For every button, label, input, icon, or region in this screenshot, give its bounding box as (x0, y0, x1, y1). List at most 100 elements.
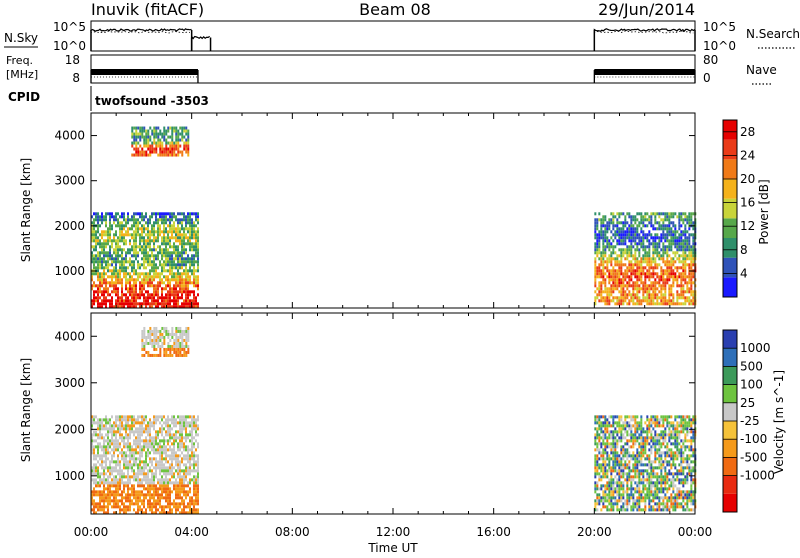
data-cell (157, 436, 159, 439)
data-cell (125, 454, 127, 457)
data-cell (173, 224, 175, 227)
data-cell (179, 475, 181, 478)
data-cell (622, 239, 624, 242)
data-cell (191, 463, 193, 466)
data-cell (620, 460, 622, 463)
data-cell (181, 475, 183, 478)
data-cell (93, 472, 95, 475)
data-cell (137, 493, 139, 496)
data-cell (678, 215, 680, 218)
data-cell (159, 151, 161, 154)
data-cell (197, 481, 199, 484)
data-cell (119, 418, 121, 421)
data-cell (159, 445, 161, 448)
data-cell (187, 454, 189, 457)
data-cell (123, 415, 125, 418)
data-cell (153, 354, 155, 357)
data-cell (638, 266, 640, 269)
data-cell (600, 275, 602, 278)
data-cell (636, 457, 638, 460)
data-cell (630, 508, 632, 511)
data-cell (99, 290, 101, 293)
data-cell (129, 481, 131, 484)
data-cell (103, 242, 105, 245)
data-cell (169, 502, 171, 505)
data-cell (171, 481, 173, 484)
data-cell (616, 224, 618, 227)
data-cell (187, 275, 189, 278)
data-cell (159, 439, 161, 442)
data-cell (622, 421, 624, 424)
data-cell (644, 290, 646, 293)
data-cell (692, 227, 694, 230)
data-cell (159, 251, 161, 254)
data-cell (135, 436, 137, 439)
data-cell (141, 130, 143, 133)
data-cell (636, 284, 638, 287)
data-cell (93, 260, 95, 263)
data-cell (147, 260, 149, 263)
data-cell (113, 248, 115, 251)
data-cell (171, 290, 173, 293)
data-cell (141, 245, 143, 248)
data-cell (195, 418, 197, 421)
data-cell (618, 239, 620, 242)
cpid-panel: CPID twofsound -3503 (8, 86, 209, 111)
data-cell (660, 269, 662, 272)
data-cell (151, 457, 153, 460)
data-cell (670, 260, 672, 263)
data-cell (654, 302, 656, 305)
data-cell (676, 296, 678, 299)
data-cell (616, 284, 618, 287)
data-cell (163, 336, 165, 339)
data-cell (177, 151, 179, 154)
data-cell (177, 457, 179, 460)
data-cell (155, 293, 157, 296)
data-cell (171, 475, 173, 478)
data-cell (139, 127, 141, 130)
data-cell (610, 212, 612, 215)
data-cell (668, 293, 670, 296)
data-cell (632, 415, 634, 418)
data-cell (614, 436, 616, 439)
data-cell (618, 499, 620, 502)
data-cell (161, 266, 163, 269)
data-cell (692, 275, 694, 278)
data-cell (149, 339, 151, 342)
data-cell (189, 457, 191, 460)
data-cell (95, 439, 97, 442)
data-cell (179, 263, 181, 266)
data-cell (628, 502, 630, 505)
data-cell (628, 493, 630, 496)
data-cell (153, 333, 155, 336)
data-cell (95, 215, 97, 218)
data-cell (660, 218, 662, 221)
data-cell (614, 454, 616, 457)
data-cell (608, 299, 610, 302)
data-cell (678, 233, 680, 236)
data-cell (618, 487, 620, 490)
data-cell (646, 481, 648, 484)
data-cell (616, 257, 618, 260)
data-cell (137, 457, 139, 460)
data-cell (596, 287, 598, 290)
data-cell (668, 230, 670, 233)
data-cell (187, 218, 189, 221)
data-cell (622, 242, 624, 245)
data-cell (147, 487, 149, 490)
data-cell (145, 275, 147, 278)
data-cell (95, 469, 97, 472)
data-cell (159, 496, 161, 499)
data-cell (596, 418, 598, 421)
data-cell (147, 330, 149, 333)
data-cell (171, 502, 173, 505)
data-cell (183, 475, 185, 478)
data-cell (177, 442, 179, 445)
data-cell (173, 436, 175, 439)
data-cell (155, 327, 157, 330)
data-cell (121, 508, 123, 511)
data-cell (147, 505, 149, 508)
data-cell (594, 245, 596, 248)
data-cell (163, 248, 165, 251)
data-cell (614, 251, 616, 254)
